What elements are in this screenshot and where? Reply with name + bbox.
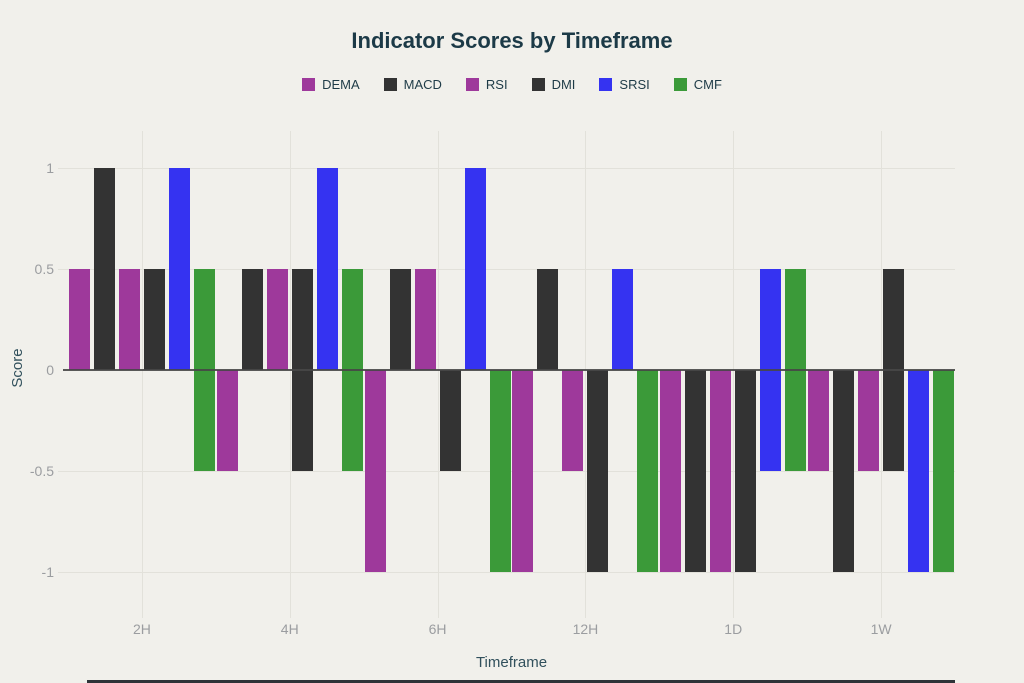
legend-item-RSI[interactable]: RSI xyxy=(465,77,508,92)
gridline-x-12H xyxy=(585,131,587,618)
bar-DEMA-12H[interactable] xyxy=(512,370,534,572)
gridline-x-4H xyxy=(289,131,291,618)
gridline-x-1D xyxy=(733,131,735,618)
x-tick-label-4H: 4H xyxy=(280,621,299,637)
bar-SRSI-4H[interactable] xyxy=(316,168,338,370)
legend-item-MACD[interactable]: MACD xyxy=(383,77,442,92)
gridline-x-1W xyxy=(881,131,883,618)
bar-DMI-1D[interactable] xyxy=(735,370,757,572)
y-tick-label-1: 1 xyxy=(46,160,54,176)
bar-MACD-1W[interactable] xyxy=(833,370,855,572)
gridline-x-2H xyxy=(141,131,143,618)
bar-SRSI-1W[interactable] xyxy=(908,370,930,572)
bar-DEMA-2H[interactable] xyxy=(68,269,90,370)
x-tick-label-1D: 1D xyxy=(724,621,743,637)
bar-SRSI-12H[interactable] xyxy=(612,269,634,370)
legend-label-RSI: RSI xyxy=(485,77,508,92)
legend-swatch-MACD xyxy=(383,78,397,91)
bar-DMI-6H[interactable] xyxy=(439,370,461,471)
bar-DMI-2H[interactable] xyxy=(143,269,165,370)
gridline-y--1 xyxy=(58,572,955,573)
y-tick-label-0: 0 xyxy=(46,362,54,378)
bar-RSI-6H[interactable] xyxy=(414,269,436,370)
bar-CMF-1W[interactable] xyxy=(933,370,955,572)
legend-swatch-CMF xyxy=(673,78,687,91)
bar-CMF-6H[interactable] xyxy=(489,370,511,572)
bar-MACD-2H[interactable] xyxy=(93,168,115,370)
x-tick-label-1W: 1W xyxy=(870,621,892,637)
y-tick-label--1: -1 xyxy=(41,564,54,580)
gridline-y-0.5 xyxy=(58,269,955,270)
legend-swatch-DEMA xyxy=(302,78,316,91)
bottom-border xyxy=(87,680,955,683)
x-tick-label-2H: 2H xyxy=(132,621,151,637)
legend-label-DEMA: DEMA xyxy=(322,77,360,92)
bar-DEMA-1W[interactable] xyxy=(808,370,830,471)
bar-MACD-6H[interactable] xyxy=(389,269,411,370)
y-tick-label-0.5: 0.5 xyxy=(34,261,54,277)
bar-DEMA-4H[interactable] xyxy=(216,370,238,471)
legend-swatch-RSI xyxy=(465,78,479,91)
gridline-y-1 xyxy=(58,168,955,169)
legend-item-SRSI[interactable]: SRSI xyxy=(599,77,650,92)
legend-label-MACD: MACD xyxy=(403,77,442,92)
chart-title: Indicator Scores by Timeframe xyxy=(351,28,673,53)
bar-MACD-1D[interactable] xyxy=(685,370,707,572)
bar-SRSI-6H[interactable] xyxy=(464,168,486,370)
legend-label-DMI: DMI xyxy=(551,77,576,92)
legend-item-DMI[interactable]: DMI xyxy=(531,77,576,92)
bar-MACD-4H[interactable] xyxy=(241,269,263,370)
x-tick-label-12H: 12H xyxy=(572,621,599,637)
bar-SRSI-2H[interactable] xyxy=(168,168,190,370)
bar-RSI-12H[interactable] xyxy=(562,370,584,471)
bar-RSI-1D[interactable] xyxy=(710,370,732,572)
zero-line xyxy=(63,369,955,371)
legend-swatch-SRSI xyxy=(599,78,613,91)
legend-swatch-DMI xyxy=(531,78,545,91)
y-axis-title: Score xyxy=(9,348,26,388)
y-tick-label--0.5: -0.5 xyxy=(29,463,54,479)
legend: DEMA MACD RSI DMI SRSI CMF xyxy=(0,77,1024,92)
bar-RSI-4H[interactable] xyxy=(266,269,288,370)
legend-item-CMF[interactable]: CMF xyxy=(673,77,722,92)
legend-label-CMF: CMF xyxy=(693,77,722,92)
gridline-x-6H xyxy=(437,131,439,618)
x-tick-label-6H: 6H xyxy=(428,621,447,637)
bar-RSI-1W[interactable] xyxy=(858,370,880,471)
bar-DEMA-1D[interactable] xyxy=(660,370,682,572)
bar-MACD-12H[interactable] xyxy=(537,269,559,370)
bar-DEMA-6H[interactable] xyxy=(364,370,386,572)
bar-CMF-12H[interactable] xyxy=(637,370,659,572)
legend-item-DEMA[interactable]: DEMA xyxy=(302,77,360,92)
legend-label-SRSI: SRSI xyxy=(619,77,650,92)
bar-DMI-12H[interactable] xyxy=(587,370,609,572)
bar-RSI-2H[interactable] xyxy=(118,269,140,370)
x-axis-title: Timeframe xyxy=(475,654,548,671)
